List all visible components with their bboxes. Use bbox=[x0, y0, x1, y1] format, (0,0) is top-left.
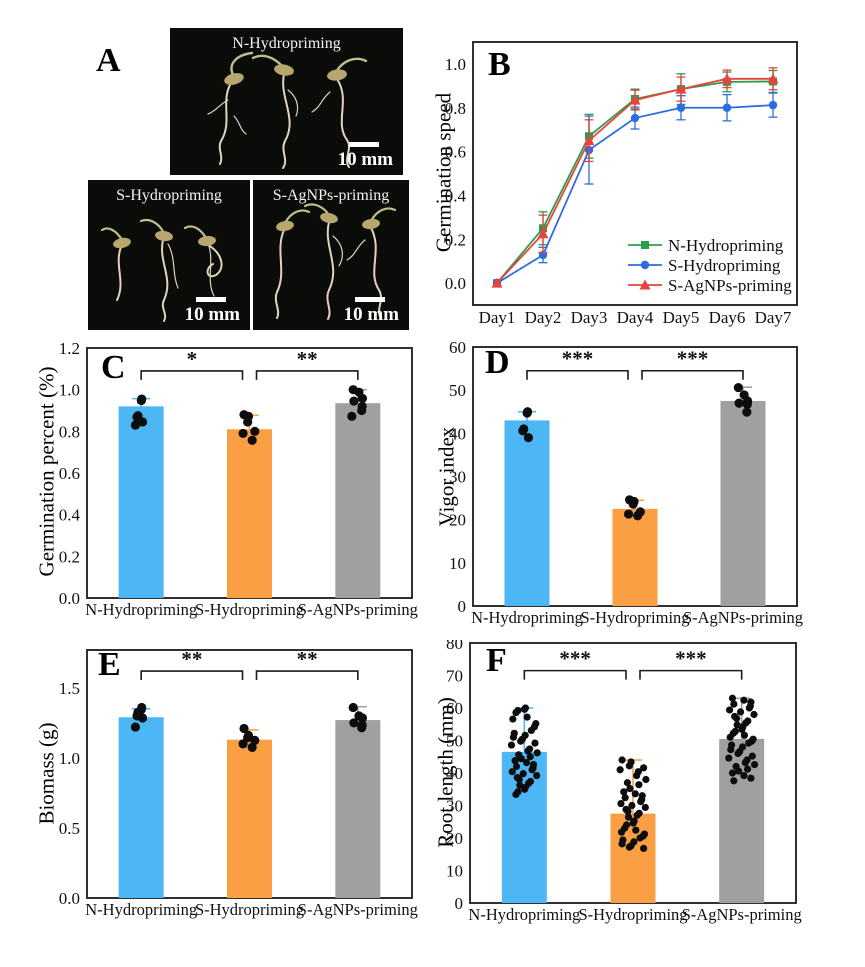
root-length-chart: 0 10 20 30 40 50 60 70 80 *** *** N-HydroprimingS-H… bbox=[446, 640, 802, 924]
svg-text:**: ** bbox=[297, 647, 318, 671]
svg-text:N-Hydropriming: N-Hydropriming bbox=[85, 600, 197, 619]
svg-text:N-Hydropriming: N-Hydropriming bbox=[85, 900, 197, 919]
biomass-chart: 0.0 0.5 1.0 1.5 ** ** N-HydroprimingS-Hydropri… bbox=[59, 647, 418, 919]
svg-text:N-Hydropriming: N-Hydropriming bbox=[471, 608, 583, 627]
svg-text:80: 80 bbox=[446, 640, 463, 653]
panel-label-a: A bbox=[96, 42, 121, 79]
svg-text:S-AgNPs-priming: S-AgNPs-priming bbox=[298, 900, 418, 919]
svg-text:1.0: 1.0 bbox=[59, 381, 80, 400]
svg-text:Day2: Day2 bbox=[525, 308, 562, 327]
photo-s-hydropriming: S-Hydropriming 10 mm bbox=[88, 180, 250, 330]
svg-text:**: ** bbox=[297, 347, 318, 371]
photo-n-hydropriming: N-Hydropriming 10 mm bbox=[170, 28, 403, 175]
scale-bar-label: 10 mm bbox=[337, 149, 393, 171]
svg-text:20: 20 bbox=[449, 511, 466, 530]
svg-text:20: 20 bbox=[446, 829, 463, 848]
panel-label-f: F bbox=[486, 642, 507, 679]
svg-text:0: 0 bbox=[455, 894, 464, 913]
svg-text:Day7: Day7 bbox=[755, 308, 792, 327]
scale-bar: 10 mm bbox=[185, 297, 240, 326]
photo-title: N-Hydropriming bbox=[232, 35, 341, 52]
svg-text:Day3: Day3 bbox=[571, 308, 608, 327]
photo-title: S-AgNPs-priming bbox=[272, 187, 390, 204]
svg-text:S-AgNPs-priming: S-AgNPs-priming bbox=[682, 905, 802, 924]
svg-text:N-Hydropriming: N-Hydropriming bbox=[468, 905, 580, 924]
vigor-index-chart: 0 10 20 30 40 50 60 *** *** N-HydroprimingS-Hydro… bbox=[449, 338, 803, 627]
svg-text:***: *** bbox=[675, 647, 707, 671]
svg-text:60: 60 bbox=[449, 338, 466, 357]
svg-text:0.0: 0.0 bbox=[445, 274, 466, 293]
scale-bar: 10 mm bbox=[344, 297, 399, 326]
svg-text:0.8: 0.8 bbox=[445, 99, 466, 118]
panel-label-c: C bbox=[101, 349, 126, 386]
svg-text:*: * bbox=[187, 347, 198, 371]
svg-text:30: 30 bbox=[449, 468, 466, 487]
svg-text:N-Hydropriming: N-Hydropriming bbox=[668, 236, 784, 255]
svg-text:70: 70 bbox=[446, 667, 463, 686]
photo-title: S-Hydropriming bbox=[116, 187, 222, 204]
svg-text:S-AgNPs-priming: S-AgNPs-priming bbox=[298, 600, 418, 619]
svg-text:Day4: Day4 bbox=[617, 308, 654, 327]
scale-bar-line bbox=[196, 297, 226, 303]
svg-text:Day6: Day6 bbox=[709, 308, 746, 327]
svg-text:10: 10 bbox=[446, 862, 463, 881]
svg-text:1.2: 1.2 bbox=[59, 339, 80, 358]
scale-bar: 10 mm bbox=[338, 142, 393, 171]
svg-text:30: 30 bbox=[446, 797, 463, 816]
germination-percent-chart: 0.00.20.40.60.81.01.2 * **N-HydroprimingS-… bbox=[59, 339, 418, 619]
svg-text:Day1: Day1 bbox=[479, 308, 516, 327]
scale-bar-label: 10 mm bbox=[184, 304, 240, 326]
panel-label-e: E bbox=[98, 646, 121, 683]
svg-text:0.6: 0.6 bbox=[59, 464, 80, 483]
svg-text:60: 60 bbox=[446, 699, 463, 718]
svg-text:S-Hydropriming: S-Hydropriming bbox=[580, 608, 689, 627]
photo-s-agnps-priming: S-AgNPs-priming 10 mm bbox=[253, 180, 409, 330]
svg-text:50: 50 bbox=[446, 732, 463, 751]
svg-text:0.4: 0.4 bbox=[445, 186, 467, 205]
panel-label-d: D bbox=[485, 344, 510, 381]
svg-text:0.0: 0.0 bbox=[59, 589, 80, 608]
scale-bar-line bbox=[349, 142, 379, 148]
svg-text:0.2: 0.2 bbox=[59, 547, 80, 566]
svg-text:S-AgNPs-priming: S-AgNPs-priming bbox=[683, 608, 803, 627]
seedlings-illustration bbox=[100, 218, 223, 322]
svg-text:0.4: 0.4 bbox=[59, 506, 81, 525]
svg-text:1.0: 1.0 bbox=[59, 749, 80, 768]
germination-speed-chart: 0.0 0.2 0.4 0.6 0.8 1.0 Day1 Day2 Day3 Day4 Day5 Da… bbox=[445, 41, 798, 327]
panel-label-b: B bbox=[488, 46, 511, 83]
svg-text:0.5: 0.5 bbox=[59, 819, 80, 838]
svg-text:0.6: 0.6 bbox=[445, 143, 466, 162]
svg-text:S-Hydropriming: S-Hydropriming bbox=[195, 600, 304, 619]
svg-text:Day5: Day5 bbox=[663, 308, 700, 327]
svg-text:1.0: 1.0 bbox=[445, 55, 466, 74]
svg-text:***: *** bbox=[559, 647, 591, 671]
svg-text:***: *** bbox=[677, 347, 709, 371]
svg-text:0: 0 bbox=[458, 597, 467, 616]
svg-text:40: 40 bbox=[449, 424, 466, 443]
svg-text:S-Hydropriming: S-Hydropriming bbox=[578, 905, 687, 924]
svg-text:1.5: 1.5 bbox=[59, 679, 80, 698]
svg-text:S-AgNPs-priming: S-AgNPs-priming bbox=[668, 276, 792, 295]
svg-text:***: *** bbox=[562, 347, 594, 371]
svg-text:40: 40 bbox=[446, 764, 463, 783]
svg-text:S-Hydropriming: S-Hydropriming bbox=[668, 256, 781, 275]
scale-bar-label: 10 mm bbox=[343, 304, 399, 326]
svg-text:10: 10 bbox=[449, 554, 466, 573]
svg-text:0.0: 0.0 bbox=[59, 889, 80, 908]
svg-text:S-Hydropriming: S-Hydropriming bbox=[195, 900, 304, 919]
scale-bar-line bbox=[355, 297, 385, 303]
seedlings-illustration bbox=[274, 203, 397, 320]
svg-text:0.8: 0.8 bbox=[59, 422, 80, 441]
svg-text:0.2: 0.2 bbox=[445, 230, 466, 249]
svg-text:50: 50 bbox=[449, 381, 466, 400]
svg-text:**: ** bbox=[181, 647, 202, 671]
seedlings-illustration bbox=[207, 51, 368, 169]
